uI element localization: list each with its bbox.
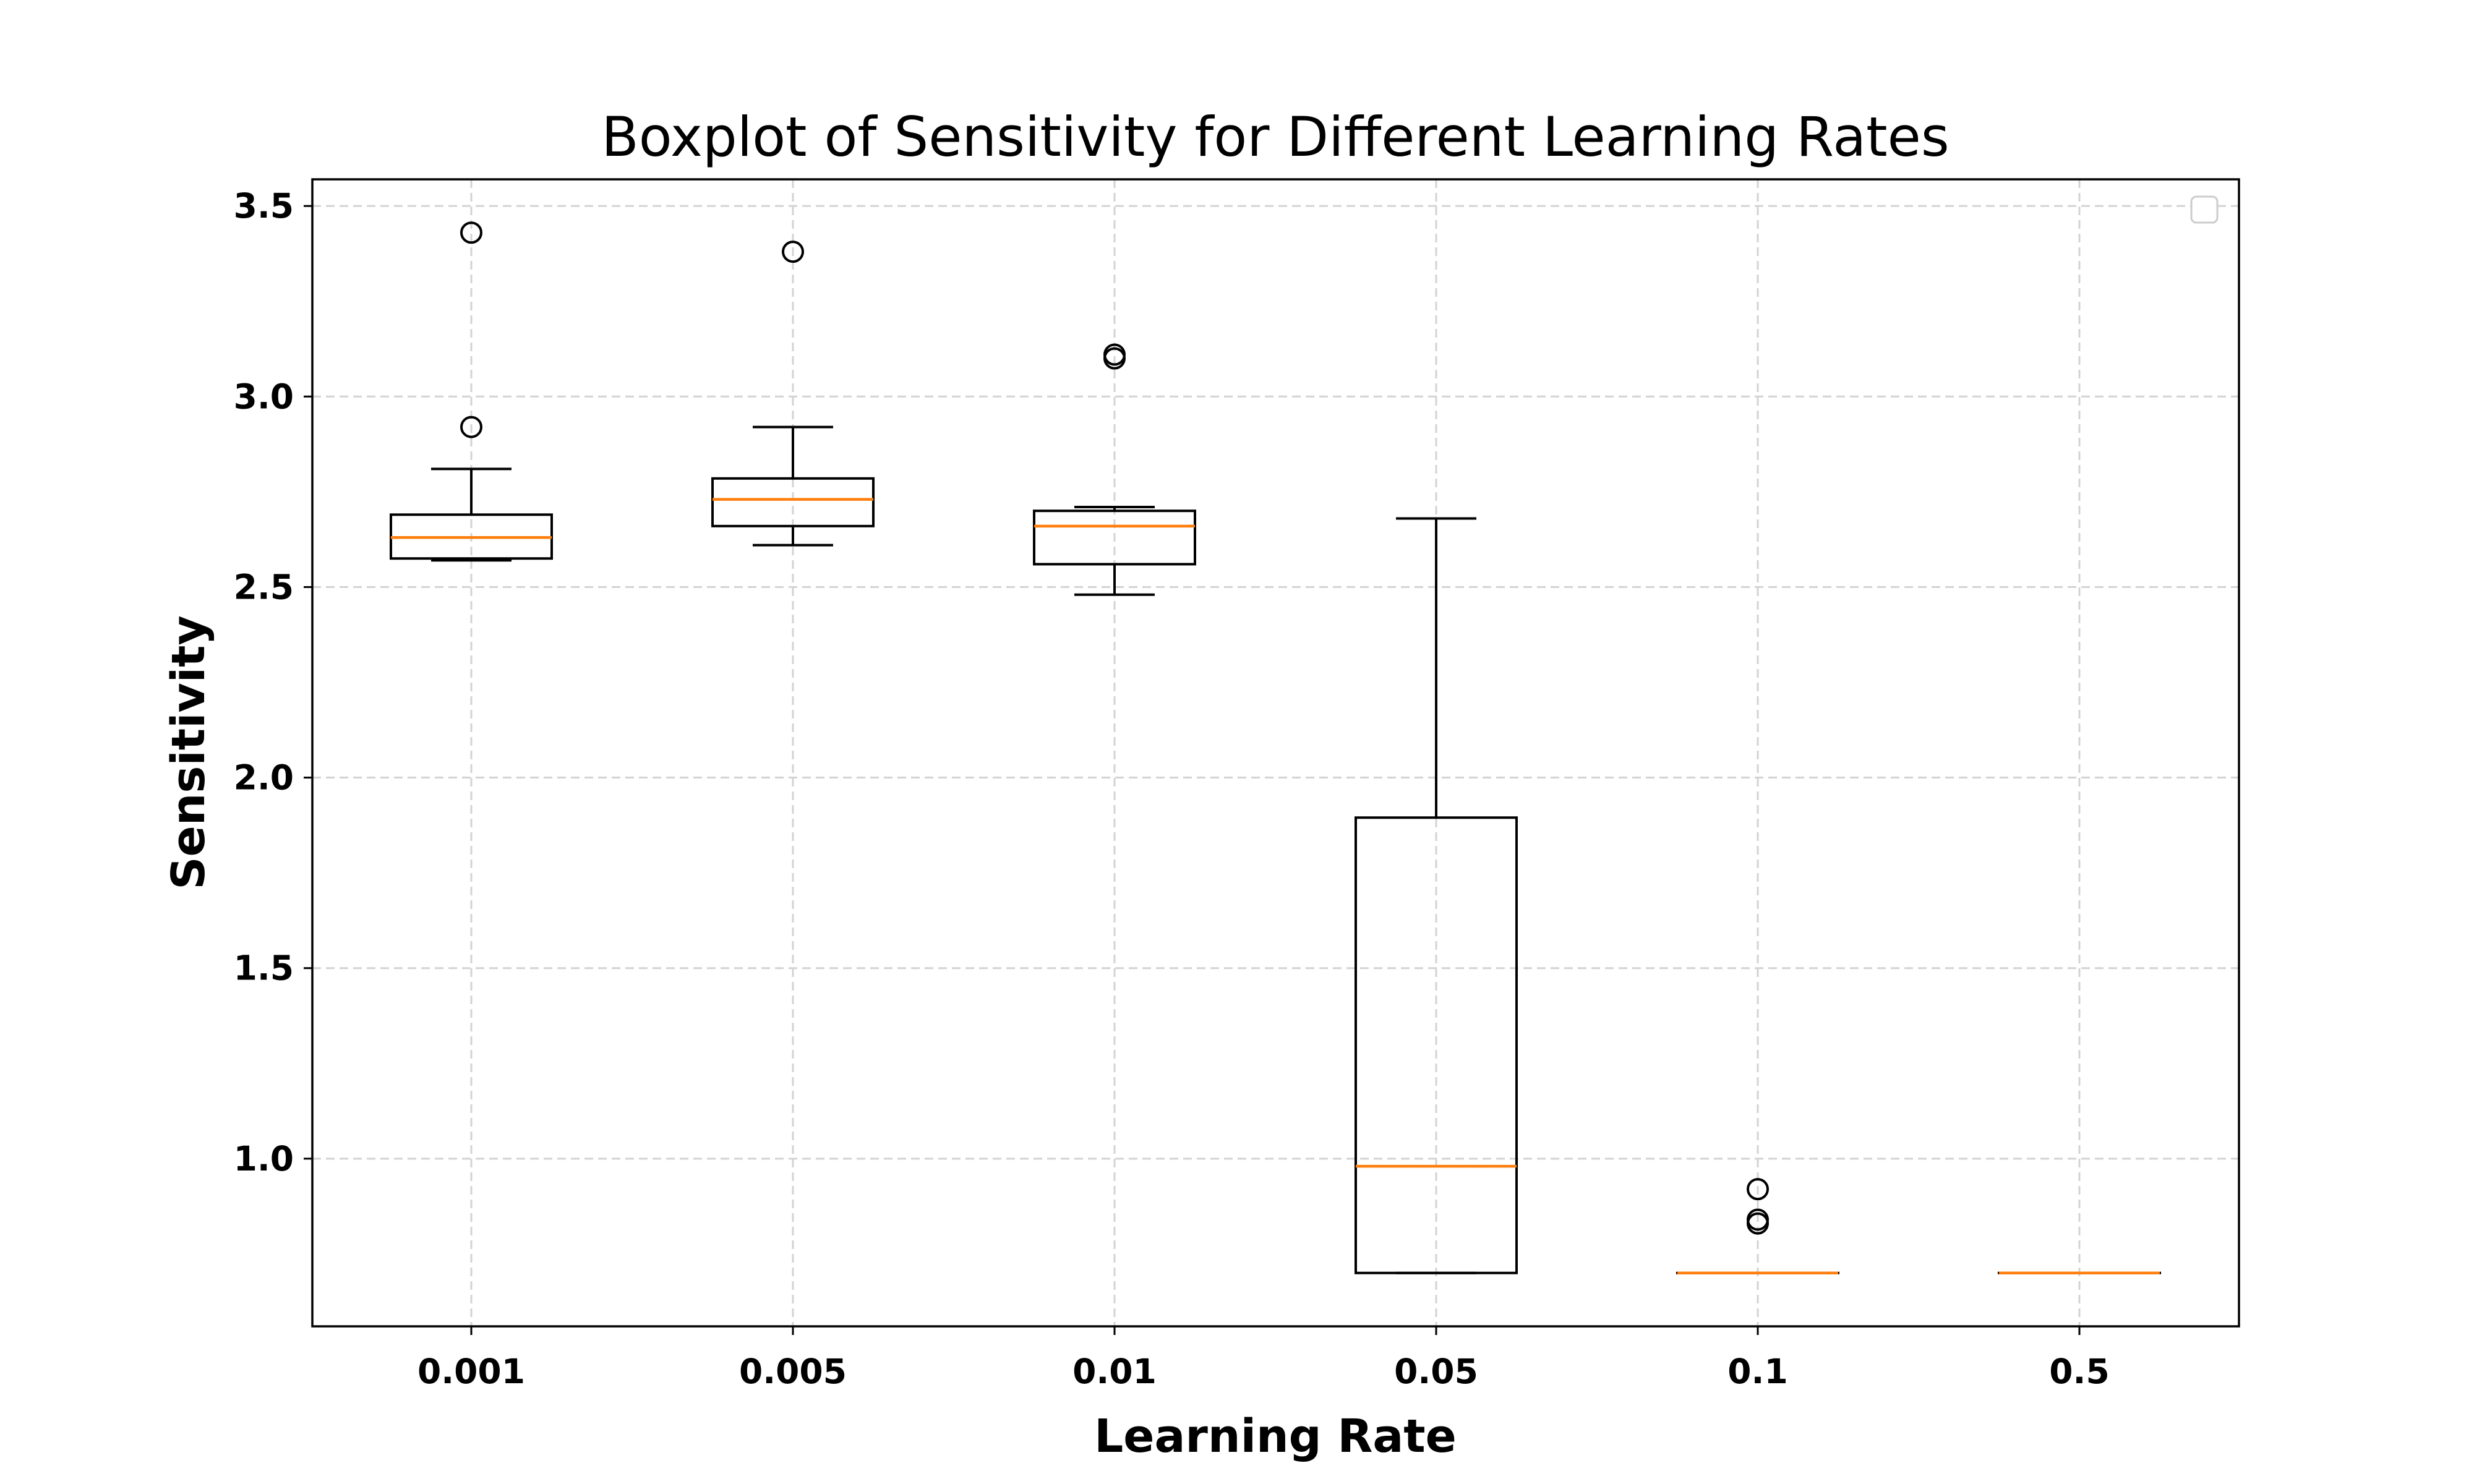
outlier-point — [1103, 343, 1126, 366]
outlier-point — [460, 416, 482, 438]
box-layer — [390, 221, 2161, 1274]
y-tick-label: 2.5 — [234, 567, 294, 607]
x-tick-label: 0.01 — [1072, 1352, 1157, 1391]
x-tick-label: 0.05 — [1394, 1352, 1478, 1391]
box-group-0.1 — [1676, 1178, 1839, 1274]
box-iqr — [711, 477, 875, 527]
y-axis-label: Sensitivity — [162, 615, 215, 890]
y-tick-label: 2.0 — [234, 758, 294, 798]
box-group-0.05 — [1355, 517, 1518, 1274]
tick-layer: 1.0 1.5 2.0 2.5 3.0 3.5 0.001 0.005 0.01 0.05 0.1 0… — [234, 186, 2110, 1391]
box-group-0.005 — [711, 241, 875, 547]
outlier-point — [1747, 1178, 1769, 1201]
y-tick-label: 3.0 — [234, 377, 294, 416]
x-tick-label: 0.005 — [739, 1352, 847, 1391]
y-tick-label: 1.0 — [234, 1139, 294, 1179]
box-iqr — [1033, 510, 1196, 566]
plot-frame — [311, 178, 2240, 1328]
x-tick-label: 0.5 — [2049, 1352, 2109, 1391]
y-tick-label: 1.5 — [234, 949, 294, 988]
grid-layer — [312, 179, 2239, 1326]
x-tick-label: 0.001 — [417, 1352, 525, 1391]
x-tick-label: 0.1 — [1727, 1352, 1787, 1391]
outlier-point — [782, 241, 804, 263]
y-tick-label: 3.5 — [234, 186, 294, 226]
outlier-point — [460, 221, 482, 244]
chart-title: Boxplot of Sensitivity for Different Lea… — [601, 105, 1949, 169]
outlier-point — [1747, 1208, 1769, 1231]
legend-box — [2190, 195, 2219, 224]
box-iqr — [1355, 816, 1518, 1274]
box-group-0.01 — [1033, 343, 1196, 596]
box-group-0.001 — [390, 221, 553, 562]
x-axis-label: Learning Rate — [1094, 1410, 1457, 1463]
